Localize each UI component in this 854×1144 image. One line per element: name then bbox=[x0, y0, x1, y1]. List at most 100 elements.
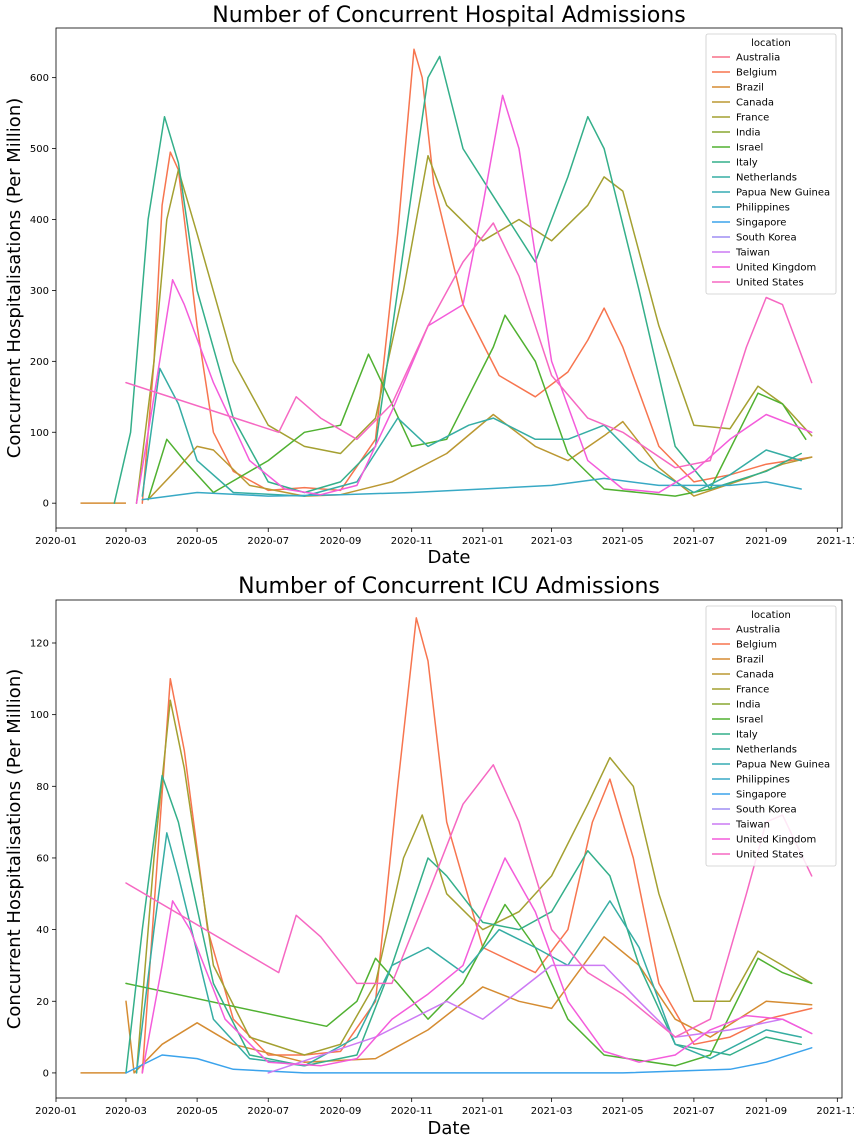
legend-label: Israel bbox=[736, 143, 763, 154]
y-tick-label: 300 bbox=[30, 286, 49, 297]
y-axis-label: Concurrent Hospitalisations (Per Million… bbox=[4, 98, 25, 458]
x-axis-label: Date bbox=[427, 547, 470, 568]
y-tick-label: 600 bbox=[30, 73, 49, 84]
series-line-united-states bbox=[125, 764, 813, 1038]
legend-label: Netherlands bbox=[736, 745, 797, 756]
series-line-italy bbox=[125, 774, 802, 1074]
legend-label: Italy bbox=[736, 730, 758, 741]
legend-title: location bbox=[751, 610, 791, 621]
legend-label: France bbox=[736, 685, 769, 696]
legend-label: United States bbox=[736, 850, 804, 861]
chart-title: Number of Concurrent ICU Admissions bbox=[238, 574, 660, 599]
x-tick-label: 2020-05 bbox=[176, 536, 218, 547]
y-tick-label: 100 bbox=[30, 710, 49, 721]
y-tick-label: 40 bbox=[36, 925, 49, 936]
legend-label: Italy bbox=[736, 158, 758, 169]
legend-label: United Kingdom bbox=[736, 263, 816, 274]
legend-label: Canada bbox=[736, 670, 774, 681]
series-line-taiwan bbox=[267, 964, 813, 1074]
legend: location Australia Belgium Brazil Canada Fran… bbox=[705, 33, 837, 295]
legend-title: location bbox=[751, 38, 791, 49]
y-tick-label: 200 bbox=[30, 357, 49, 368]
legend-label: Brazil bbox=[736, 655, 764, 666]
series-line-united-states bbox=[125, 222, 813, 469]
y-tick-label: 500 bbox=[30, 144, 49, 155]
legend-label: United Kingdom bbox=[736, 835, 816, 846]
series-line-united-kingdom bbox=[135, 94, 813, 504]
x-tick-label: 2021-05 bbox=[602, 1106, 644, 1117]
series-line-france bbox=[135, 699, 813, 1074]
legend-label: Singapore bbox=[736, 790, 786, 801]
series-line-united-kingdom bbox=[141, 857, 813, 1074]
x-tick-label: 2021-07 bbox=[673, 1106, 715, 1117]
x-tick-label: 2021-01 bbox=[462, 536, 504, 547]
series-group bbox=[80, 617, 813, 1074]
legend-label: Taiwan bbox=[735, 820, 770, 831]
series-line-israel bbox=[125, 903, 813, 1067]
legend-label: France bbox=[736, 113, 769, 124]
x-tick-label: 2020-07 bbox=[247, 536, 289, 547]
x-tick-label: 2021-09 bbox=[745, 1106, 787, 1117]
x-tick-label: 2020-01 bbox=[35, 536, 77, 547]
legend-label: Belgium bbox=[736, 68, 777, 79]
series-line-israel bbox=[147, 314, 807, 501]
x-tick-label: 2021-03 bbox=[531, 1106, 573, 1117]
x-tick-label: 2020-09 bbox=[320, 1106, 362, 1117]
series-line-philippines bbox=[141, 477, 802, 501]
legend-label: Singapore bbox=[736, 218, 786, 229]
x-tick-label: 2021-09 bbox=[745, 536, 787, 547]
legend: location Australia Belgium Brazil Canada Fran… bbox=[705, 605, 837, 867]
chart-title: Number of Concurrent Hospital Admissions bbox=[212, 3, 686, 28]
y-tick-label: 0 bbox=[43, 499, 49, 510]
x-tick-label: 2021-01 bbox=[462, 1106, 504, 1117]
y-tick-label: 120 bbox=[30, 638, 49, 649]
x-tick-label: 2021-11 bbox=[816, 1106, 854, 1117]
legend-label: South Korea bbox=[736, 805, 797, 816]
legend-label: India bbox=[736, 700, 761, 711]
series-line-netherlands bbox=[141, 367, 802, 497]
series-group bbox=[80, 48, 813, 504]
x-tick-label: 2021-11 bbox=[816, 536, 854, 547]
legend-label: Israel bbox=[736, 715, 763, 726]
legend-label: Brazil bbox=[736, 83, 764, 94]
legend-label: Papua New Guinea bbox=[736, 188, 830, 199]
series-line-netherlands bbox=[135, 832, 802, 1074]
legend-label: Papua New Guinea bbox=[736, 760, 830, 771]
legend-label: Australia bbox=[736, 53, 780, 64]
legend-label: Philippines bbox=[736, 203, 790, 214]
x-axis-label: Date bbox=[427, 1118, 470, 1139]
x-tick-label: 2020-07 bbox=[247, 1106, 289, 1117]
legend-label: Netherlands bbox=[736, 173, 797, 184]
x-tick-label: 2020-11 bbox=[391, 536, 433, 547]
series-line-france bbox=[135, 154, 813, 504]
series-line-canada bbox=[147, 413, 813, 501]
legend-label: India bbox=[736, 128, 761, 139]
legend-label: Canada bbox=[736, 98, 774, 109]
plot-frame bbox=[55, 599, 843, 1099]
y-tick-label: 400 bbox=[30, 215, 49, 226]
legend-label: Philippines bbox=[736, 775, 790, 786]
y-tick-label: 100 bbox=[30, 428, 49, 439]
series-line-singapore bbox=[125, 1047, 813, 1074]
y-tick-label: 20 bbox=[36, 997, 49, 1008]
chart-panel-1: Number of Concurrent ICU Admissions 2020-… bbox=[4, 574, 854, 1139]
x-tick-label: 2020-11 bbox=[391, 1106, 433, 1117]
chart-panel-0: Number of Concurrent Hospital Admissions… bbox=[4, 3, 854, 568]
plot-frame bbox=[55, 27, 843, 529]
y-tick-label: 0 bbox=[43, 1068, 49, 1079]
x-tick-label: 2020-03 bbox=[105, 1106, 147, 1117]
y-tick-label: 80 bbox=[36, 782, 49, 793]
legend-label: Australia bbox=[736, 625, 780, 636]
legend-label: Taiwan bbox=[735, 248, 770, 259]
x-tick-label: 2021-03 bbox=[531, 536, 573, 547]
legend-label: South Korea bbox=[736, 233, 797, 244]
y-axis-label: Concurrent Hospitalisations (Per Million… bbox=[4, 669, 25, 1029]
x-tick-label: 2020-03 bbox=[105, 536, 147, 547]
x-tick-label: 2020-05 bbox=[176, 1106, 218, 1117]
legend-box bbox=[705, 33, 837, 295]
x-tick-label: 2020-01 bbox=[35, 1106, 77, 1117]
y-tick-label: 60 bbox=[36, 853, 49, 864]
series-line-italy bbox=[113, 55, 802, 504]
x-tick-label: 2021-05 bbox=[602, 536, 644, 547]
